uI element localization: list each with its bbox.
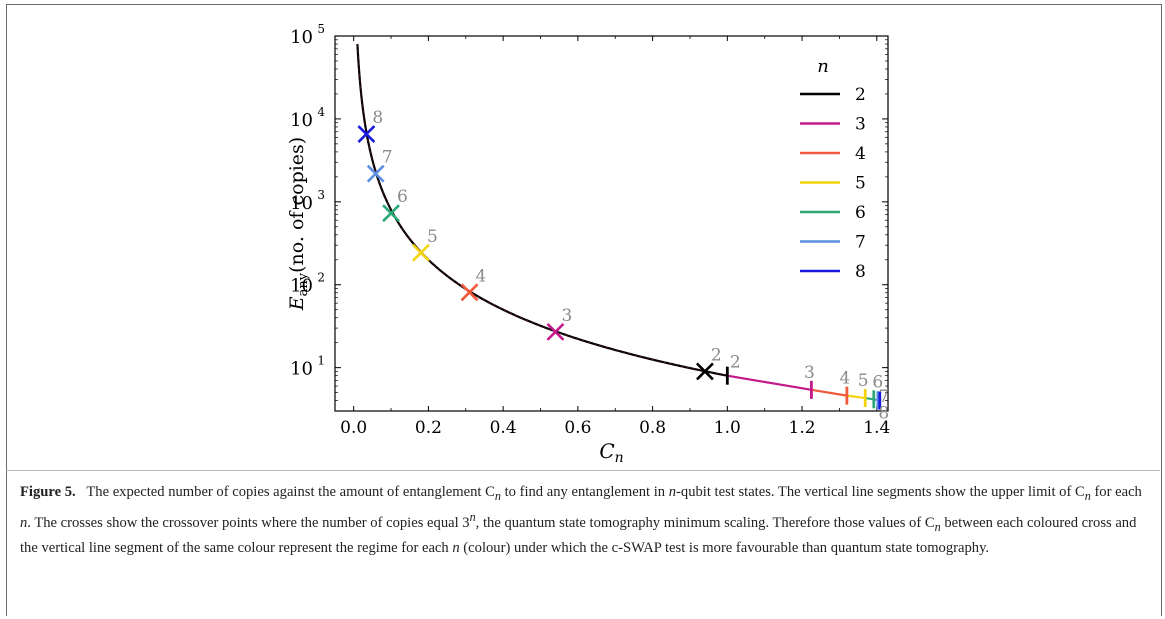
figure-frame [6,4,1162,616]
x-axis-label: Cn [599,439,623,466]
caption-text: The expected number of copies against th… [86,484,495,500]
legend-label-2: 2 [855,85,866,105]
x-tick-label: 1.2 [789,418,816,438]
caption-var: n [20,514,28,531]
limit-label-4: 4 [839,369,850,389]
cross-3-b [546,322,565,341]
figure-caption: Figure 5. The expected number of copies … [20,482,1145,559]
y-axis-label-sub: any [296,272,311,296]
y-tick-label: 10 [290,110,313,131]
cross-8-b [357,125,376,144]
caption-sup: n [469,509,476,524]
limit-label-2: 2 [730,353,741,373]
y-tick-label: 10 [290,193,313,214]
caption-text: for each [1090,484,1142,500]
legend-label-3: 3 [855,115,866,135]
y-tick-label: 10 [290,27,313,48]
legend-label-8: 8 [855,262,866,282]
legend-label-5: 5 [855,174,866,194]
legend-label-6: 6 [855,203,866,223]
curve [356,43,881,402]
caption-separator [6,470,1160,471]
cross-2-b [695,362,714,381]
limit-label-7: 7 [878,387,889,407]
cross-label-5: 5 [427,227,438,247]
y-axis-label-main: E [286,296,308,311]
x-tick-label: 0.4 [490,418,517,438]
y-axis-label-rest: (no. of copies) [286,137,308,273]
cross-label-8: 8 [372,108,383,128]
caption-text: (colour) under which the c-SWAP test is … [459,539,990,556]
legend-label-4: 4 [855,144,866,164]
limit-label-5: 5 [858,371,869,391]
plot-frame [334,35,889,412]
cross-label-7: 7 [382,148,393,168]
cross-5-b [412,243,430,262]
y-tick-label: 10 [290,359,313,380]
caption-text: . The crosses show the crossover points … [27,514,470,531]
caption-text: between each coloured cross and the vert… [20,514,1137,556]
curve-main [356,43,728,377]
caption-sub: n [494,488,501,503]
curve-tail-3 [727,374,812,391]
cross-label-4: 4 [476,266,487,286]
cross-label-2: 2 [711,345,722,365]
caption-text: , the quantum state tomography minimum s… [475,514,935,531]
cross-label-3: 3 [561,306,572,326]
x-tick-label: 0.0 [340,418,367,438]
legend: n 2 3 4 5 6 7 8 [800,56,866,282]
caption-sub: n [1084,488,1091,503]
y-tick-label: 10 [290,276,313,297]
x-tick-label: 1.4 [863,418,890,438]
y-tick-exponent: 2 [317,271,325,285]
caption-var: n [452,539,460,556]
curve-tail-6 [865,396,874,401]
legend-label-7: 7 [855,233,866,253]
x-tick-label: 1.0 [714,418,741,438]
cross-6-b [382,204,400,223]
curve-main-overlay [357,44,728,376]
curve-tail-4 [811,388,848,397]
x-tick-label: 0.8 [639,418,666,438]
y-axis-label: Eany(no. of copies) [286,137,311,311]
cross-label-6: 6 [397,187,408,207]
caption-text: to find any entanglement in [500,484,669,500]
caption-label: Figure 5. [20,484,76,500]
cross-4-b [460,283,479,302]
legend-title: n [817,56,829,77]
limit-label-3: 3 [804,363,815,383]
cross-7-b [366,164,385,183]
y-tick-exponent: 1 [317,354,325,368]
caption-text: -qubit test states. The vertical line se… [676,484,1085,500]
x-axis-label-sub: n [615,450,624,466]
caption-sub: n [934,519,941,534]
x-tick-label: 0.6 [564,418,591,438]
limit-label-8: 8 [878,404,889,424]
y-tick-exponent: 5 [317,22,325,36]
y-tick-exponent: 3 [317,188,325,202]
curve-tail-5 [846,394,866,400]
caption-var: n [668,484,677,500]
limit-label-6: 6 [872,372,883,392]
x-tick-label: 0.2 [415,418,442,438]
axes: 0.0 0.2 0.4 0.6 0.8 1.0 1.2 1.4 10 1 10 2 10 3 10 4 10 5 [290,22,890,438]
y-tick-exponent: 4 [317,105,325,119]
